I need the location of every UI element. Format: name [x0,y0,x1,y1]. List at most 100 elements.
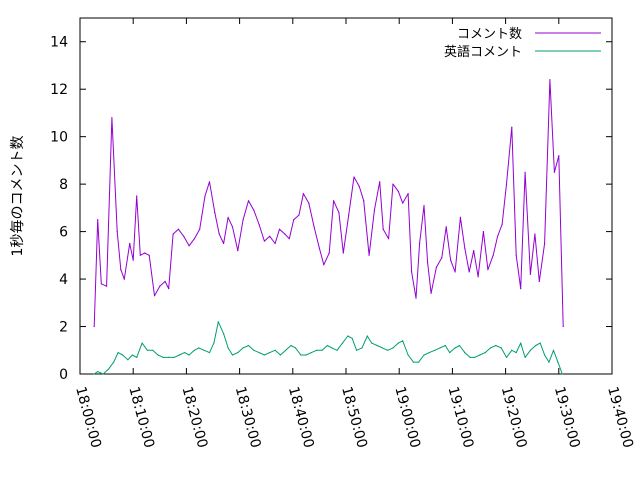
x-tick-label: 19:30:00 [551,385,583,450]
series-layer [93,79,564,375]
data-point [539,342,541,344]
data-point [500,347,502,349]
data-point [482,231,484,233]
data-point [538,280,540,282]
data-point [449,352,451,354]
data-point [184,352,186,354]
data-point [294,347,297,349]
data-point [382,228,384,230]
data-point [178,354,180,356]
data-point [484,352,486,354]
data-point [358,185,360,188]
data-point [458,344,461,347]
data-point [331,347,333,349]
data-point [188,354,190,356]
data-point [300,354,302,356]
x-tick-label: 19:20:00 [498,385,530,450]
data-point [338,212,340,214]
plot-area-frame [79,17,613,375]
series-line-0 [93,79,564,327]
data-point [487,269,489,271]
data-point [97,219,99,221]
data-point [193,238,195,240]
y-tick-label: 4 [59,272,68,288]
data-point [548,361,550,363]
data-point [469,356,471,358]
x-tick-label: 19:10:00 [445,385,477,450]
data-point [93,373,95,375]
y-tick-label: 12 [50,82,68,98]
data-point [162,356,164,358]
data-point [144,252,146,254]
data-point [511,126,513,128]
data-point [227,216,229,218]
data-point [193,349,195,351]
data-point [392,347,394,349]
data-point [284,233,286,235]
data-point [97,371,99,373]
data-point [341,342,344,344]
data-point [214,212,216,214]
data-point [269,235,271,237]
data-point [342,252,344,254]
data-point [113,361,115,363]
data-point [131,354,133,356]
data-point [323,264,325,266]
x-tick-label: 18:10:00 [125,385,157,450]
data-point [231,354,234,356]
data-point [213,342,215,344]
data-point [544,354,546,356]
data-point [435,266,437,268]
data-point [274,242,276,245]
x-tick-label: 18:50:00 [338,385,370,450]
data-point [263,240,265,242]
data-point [217,321,219,323]
data-point [529,273,532,275]
x-tick-label: 18:30:00 [232,385,264,450]
data-point [141,342,143,344]
data-point [454,271,456,273]
data-point [204,195,206,197]
data-point [535,344,537,347]
data-point [558,155,560,157]
data-point [129,242,131,245]
data-point [363,200,365,202]
x-axis: 18:00:00 18:10:00 18:20:00 18:30:00 18:40:00… [72,18,636,450]
data-point [136,195,138,197]
data-point [274,349,276,351]
data-point [188,245,190,247]
data-point [242,347,244,349]
data-point [387,349,389,351]
data-point [127,359,129,361]
x-tick-label: 18:00:00 [72,385,104,450]
data-point [427,261,429,264]
data-point [285,349,287,351]
data-point [459,216,461,218]
data-point [132,259,134,261]
data-point [474,356,476,358]
data-point [419,242,421,245]
data-point [116,231,118,233]
data-point [464,352,466,354]
data-point [253,349,255,351]
data-point [412,361,414,363]
data-point [371,342,373,344]
data-point [279,354,281,356]
data-point [218,233,220,235]
data-point [373,209,375,211]
data-point [515,254,517,256]
data-point [106,285,108,287]
data-point [316,349,318,351]
data-point [397,342,399,344]
data-point [497,235,499,237]
data-point [336,349,338,351]
data-point [501,223,503,226]
data-point [123,278,125,280]
data-point [434,349,436,351]
data-point [237,250,239,252]
data-point [203,349,205,351]
data-point [318,247,320,249]
data-point [278,228,281,230]
x-tick-label: 18:40:00 [285,385,317,450]
